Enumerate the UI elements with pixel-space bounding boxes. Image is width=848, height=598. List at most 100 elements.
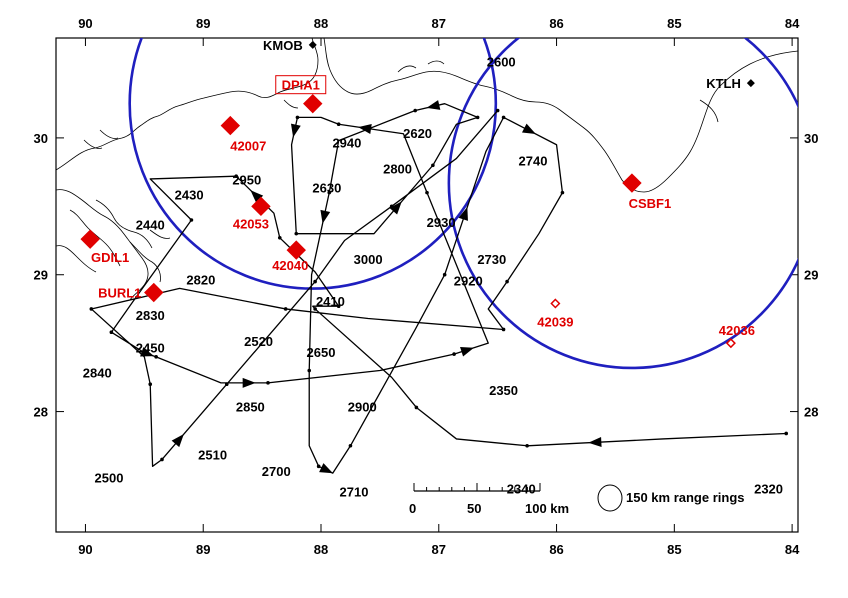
time-label-2320: 2320 xyxy=(754,482,783,497)
time-mark xyxy=(283,307,288,311)
station-label-csbf1: CSBF1 xyxy=(629,196,672,211)
time-mark xyxy=(505,279,509,284)
time-mark xyxy=(475,115,480,120)
time-mark xyxy=(234,174,238,179)
station-label-42053: 42053 xyxy=(233,216,269,231)
buoy-stations: DPIA1 42007 42053 42040 GDIL1 BURL1 CSBF1 42039… xyxy=(80,75,755,349)
lon-label-bottom: 88 xyxy=(314,542,328,557)
scale-bar: 0 50 100 km xyxy=(409,483,569,516)
station-label-42007: 42007 xyxy=(230,139,266,154)
time-mark xyxy=(336,304,341,309)
time-mark xyxy=(501,115,506,120)
time-mark xyxy=(89,307,94,311)
graticule-ticks xyxy=(56,38,798,532)
time-mark xyxy=(442,272,447,277)
direction-arrow xyxy=(458,206,468,221)
station-marker-gdil1 xyxy=(80,229,100,249)
time-label-2440: 2440 xyxy=(136,218,165,233)
track-direction-arrows xyxy=(140,100,602,474)
time-mark xyxy=(109,330,114,335)
lon-label-top: 89 xyxy=(196,16,210,31)
time-mark xyxy=(452,352,456,356)
time-label-2950: 2950 xyxy=(232,172,261,187)
time-label-2650: 2650 xyxy=(307,345,336,360)
lon-label-bottom: 87 xyxy=(432,542,446,557)
lon-label-bottom: 84 xyxy=(785,542,800,557)
time-mark xyxy=(266,381,270,385)
station-marker-csbf1 xyxy=(622,173,642,193)
lon-label-bottom: 89 xyxy=(196,542,210,557)
time-mark xyxy=(425,190,429,195)
range-ring-legend-icon xyxy=(597,484,623,512)
time-label-2410: 2410 xyxy=(316,294,345,309)
direction-arrow xyxy=(389,201,402,215)
time-label-2630: 2630 xyxy=(312,181,341,196)
lon-label-top: 87 xyxy=(432,16,446,31)
direction-arrow xyxy=(242,377,256,388)
time-label-2830: 2830 xyxy=(136,308,165,323)
time-mark xyxy=(224,382,229,387)
station-label-gdil1: GDIL1 xyxy=(91,250,129,265)
time-label-2450: 2450 xyxy=(136,341,165,356)
direction-arrow xyxy=(320,209,331,224)
station-marker-42053 xyxy=(251,196,271,217)
time-mark xyxy=(294,231,299,236)
lon-label-bottom: 90 xyxy=(78,542,92,557)
time-mark xyxy=(316,464,321,469)
map-frame xyxy=(55,37,799,533)
airport-marker-kmob xyxy=(308,40,317,49)
time-label-2710: 2710 xyxy=(340,484,369,499)
range-ring-csbf1 xyxy=(447,38,798,370)
time-mark xyxy=(160,457,164,462)
station-marker-dpia1 xyxy=(303,93,323,114)
station-marker-burl1 xyxy=(144,282,164,303)
scale-label-50: 50 xyxy=(467,501,481,516)
lat-label-left: 29 xyxy=(34,268,48,283)
range-rings xyxy=(128,38,798,370)
station-label-42039: 42039 xyxy=(537,314,573,329)
scale-label-0: 0 xyxy=(409,501,416,516)
direction-arrow xyxy=(460,346,474,357)
direction-arrow xyxy=(250,190,264,203)
lon-label-top: 88 xyxy=(314,16,328,31)
time-label-2510: 2510 xyxy=(198,447,227,462)
lon-label-top: 86 xyxy=(549,16,563,31)
time-mark xyxy=(295,115,300,120)
time-label-3000: 3000 xyxy=(354,252,383,267)
direction-arrow xyxy=(319,463,333,474)
airport-label-kmob: KMOB xyxy=(263,38,303,53)
time-label-2940: 2940 xyxy=(332,135,361,150)
lon-label-top: 85 xyxy=(667,16,681,31)
time-label-2600: 2600 xyxy=(487,55,516,70)
direction-arrow xyxy=(358,124,372,134)
range-ring-dpia1 xyxy=(128,38,498,290)
direction-arrow xyxy=(426,100,441,110)
time-mark xyxy=(560,190,565,195)
airport-marker-ktlh xyxy=(746,79,755,88)
time-label-2740: 2740 xyxy=(519,153,548,168)
time-mark xyxy=(336,122,341,127)
time-label-2930: 2930 xyxy=(427,215,456,230)
time-label-2700: 2700 xyxy=(262,464,291,479)
coastline xyxy=(56,38,798,301)
longitude-labels-bottom: 90 89 88 87 86 85 84 xyxy=(78,542,800,557)
airport-label-ktlh: KTLH xyxy=(706,76,741,91)
station-label-burl1: BURL1 xyxy=(98,286,141,301)
station-label-42036: 42036 xyxy=(719,323,755,338)
time-mark xyxy=(784,431,789,436)
latitude-labels-right: 30 29 28 xyxy=(804,131,818,420)
track-time-marks xyxy=(89,108,789,469)
time-mark xyxy=(431,163,435,168)
time-label-2840: 2840 xyxy=(83,365,112,380)
time-label-2340: 2340 xyxy=(507,482,536,497)
time-label-2430: 2430 xyxy=(175,187,204,202)
lat-label-right: 29 xyxy=(804,268,818,283)
time-mark xyxy=(189,218,194,222)
lon-label-top: 84 xyxy=(785,16,800,31)
lat-label-left: 30 xyxy=(34,131,48,146)
station-label-dpia1: DPIA1 xyxy=(282,78,320,93)
scale-label-100: 100 km xyxy=(525,501,569,516)
range-ring-legend-label: 150 km range rings xyxy=(626,490,745,505)
time-label-2520: 2520 xyxy=(244,334,273,349)
